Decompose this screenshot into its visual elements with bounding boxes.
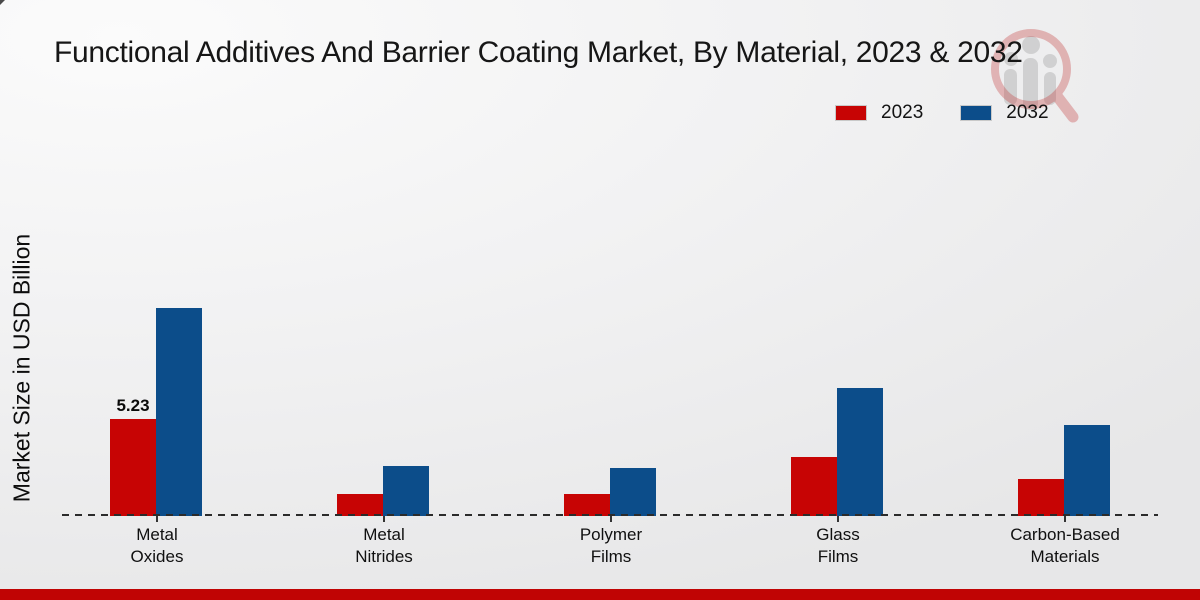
bar-2023-glass-films xyxy=(791,457,837,516)
x-axis-tick-polymer-films xyxy=(610,516,612,522)
x-category-label-glass-films: Glass Films xyxy=(816,525,860,567)
corner-artifact xyxy=(0,0,5,5)
legend-swatch-2023 xyxy=(835,105,867,121)
x-axis-tick-metal-nitrides xyxy=(383,516,385,522)
market-research-logo-watermark-icon xyxy=(991,29,1079,123)
bar-2032-metal-oxides xyxy=(156,308,202,516)
bar-value-label-metal-oxides: 5.23 xyxy=(116,396,150,415)
bar-2032-glass-films xyxy=(837,388,883,516)
bar-2023-carbon-based-materials xyxy=(1018,479,1064,516)
bar-2023-polymer-films xyxy=(564,494,610,516)
legend-item-2023: 2023 xyxy=(835,102,924,124)
x-category-label-carbon-based-materials: Carbon-Based Materials xyxy=(1010,525,1120,567)
x-category-label-metal-nitrides: Metal Nitrides xyxy=(355,525,413,567)
bar-2023-metal-nitrides xyxy=(337,494,383,516)
bar-2023-metal-oxides xyxy=(110,419,156,516)
bottom-accent-band xyxy=(0,589,1200,600)
bar-2032-polymer-films xyxy=(610,468,656,516)
y-axis-title: Market Size in USD Billion xyxy=(8,233,35,503)
bar-2032-carbon-based-materials xyxy=(1064,425,1110,516)
legend-label-2023: 2023 xyxy=(881,102,924,123)
legend-item-2032: 2032 xyxy=(960,102,1049,124)
x-category-label-polymer-films: Polymer Films xyxy=(579,525,643,567)
chart-title: Functional Additives And Barrier Coating… xyxy=(54,36,1023,69)
legend-label-2032: 2032 xyxy=(1006,102,1049,123)
x-axis-tick-metal-oxides xyxy=(156,516,158,522)
x-category-label-metal-oxides: Metal Oxides xyxy=(130,525,184,567)
x-axis-tick-glass-films xyxy=(837,516,839,522)
x-axis-baseline xyxy=(62,514,1158,516)
x-axis-tick-carbon-based-materials xyxy=(1064,516,1066,522)
legend: 2023 2032 xyxy=(835,102,1049,124)
legend-swatch-2032 xyxy=(960,105,993,121)
bar-2032-metal-nitrides xyxy=(383,466,429,516)
